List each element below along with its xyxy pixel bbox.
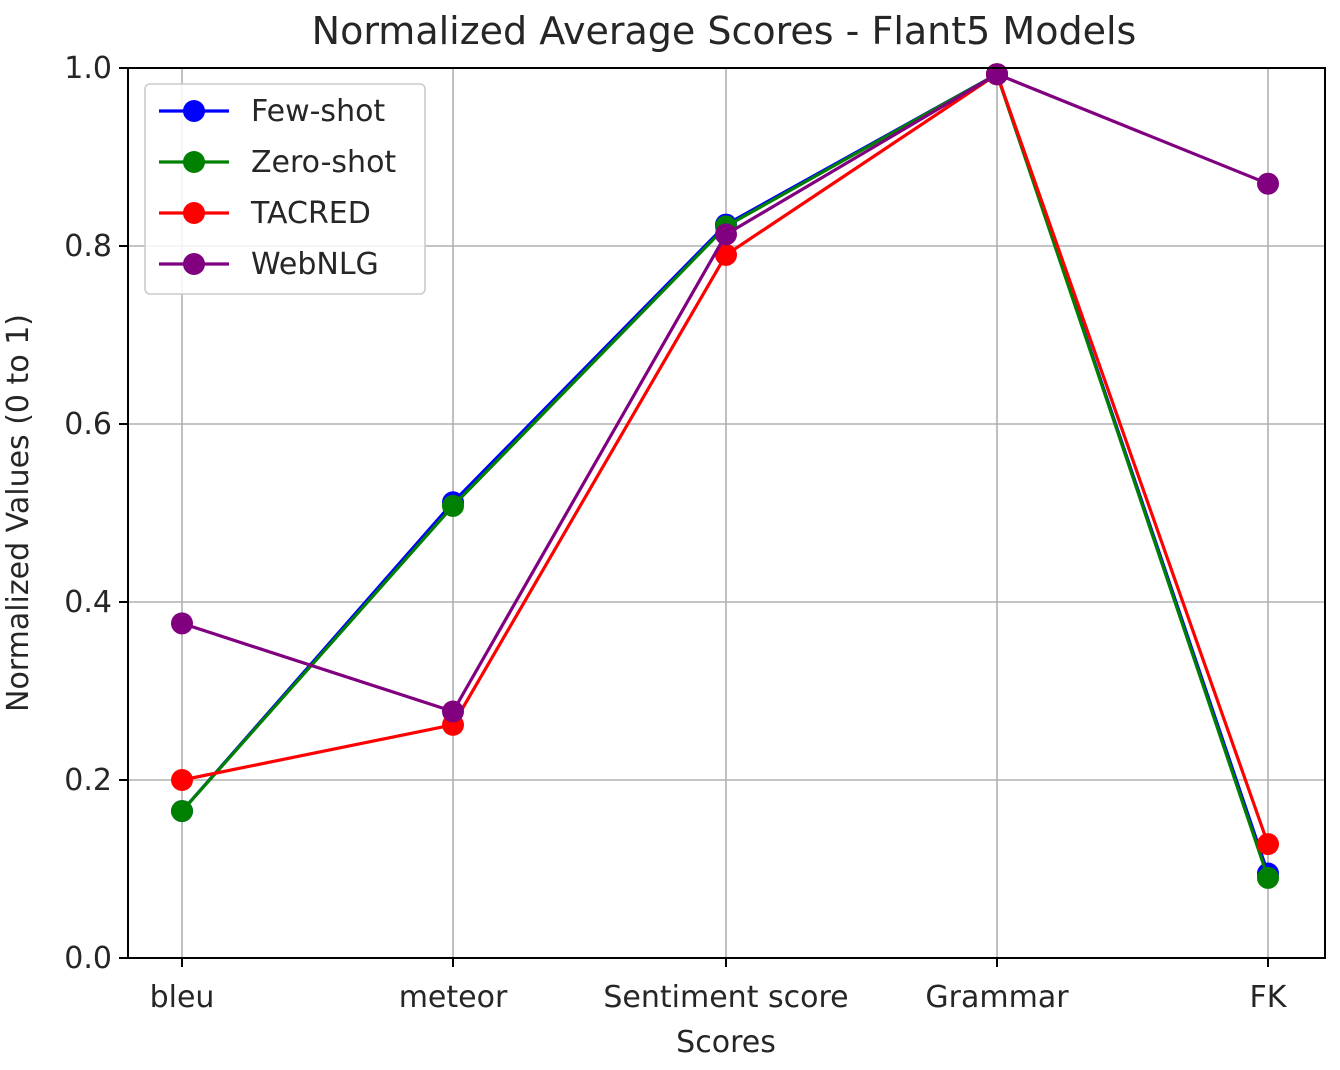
x-tick-label: meteor xyxy=(399,980,508,1015)
x-tick-label: Grammar xyxy=(925,980,1069,1015)
data-point xyxy=(171,769,193,791)
x-tick-label: Sentiment score xyxy=(603,980,848,1015)
data-point xyxy=(1257,833,1279,856)
data-point xyxy=(715,223,737,246)
y-tick-label: 0.0 xyxy=(64,941,112,976)
x-tick-label: bleu xyxy=(150,980,215,1015)
chart-title: Normalized Average Scores - Flant5 Model… xyxy=(312,9,1137,53)
legend-item: TACRED xyxy=(159,196,371,231)
legend-label: TACRED xyxy=(250,196,371,231)
y-axis-label: Normalized Values (0 to 1) xyxy=(1,314,36,712)
y-tick-label: 0.2 xyxy=(64,763,112,798)
data-point xyxy=(1257,866,1279,889)
y-tick-label: 0.4 xyxy=(64,585,112,620)
legend-swatch-marker xyxy=(183,100,205,122)
legend-item: Few-shot xyxy=(159,94,385,129)
legend: Few-shot Zero-shot TACRED WebNLG xyxy=(144,83,426,295)
data-point xyxy=(442,494,464,517)
x-tick-label: FK xyxy=(1250,980,1288,1015)
legend-label: WebNLG xyxy=(251,247,379,282)
x-axis-label: Scores xyxy=(676,1025,776,1060)
data-point xyxy=(171,612,193,635)
legend-item: Zero-shot xyxy=(159,145,396,180)
legend-swatch-marker xyxy=(183,253,205,275)
data-point xyxy=(442,700,464,723)
y-tick-label: 0.6 xyxy=(64,407,112,442)
y-tick-label: 1.0 xyxy=(64,51,112,86)
data-point xyxy=(1257,172,1279,195)
legend-label: Zero-shot xyxy=(251,145,396,180)
data-point xyxy=(171,800,193,823)
y-tick-label: 0.8 xyxy=(64,229,112,264)
legend-item: WebNLG xyxy=(159,247,379,282)
data-point xyxy=(715,243,737,266)
legend-swatch-marker xyxy=(183,151,205,173)
legend-label: Few-shot xyxy=(251,94,385,129)
legend-swatch-marker xyxy=(183,202,205,224)
axis-ticks: bleu meteor Sentiment score Grammar FK 0.0 0.2… xyxy=(64,51,1288,1015)
data-point xyxy=(986,63,1008,86)
series-group xyxy=(171,63,1279,889)
legend-box xyxy=(144,83,426,295)
